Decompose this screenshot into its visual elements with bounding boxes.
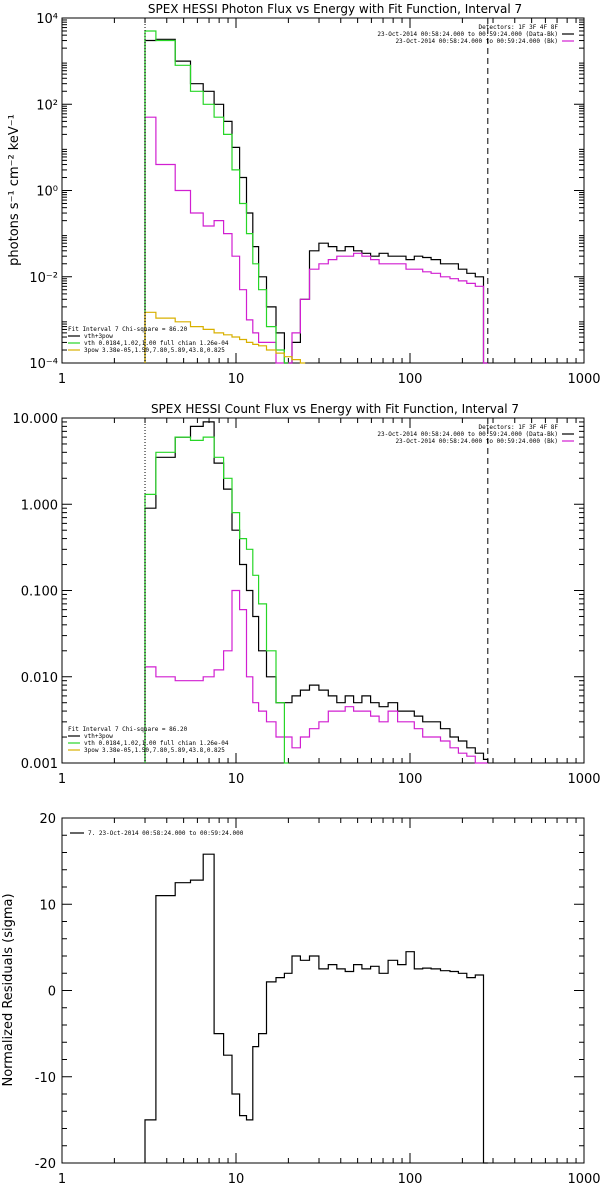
y-tick-label: 0.001 [21, 757, 58, 772]
legend-right-entry: Detectors: 1F 3F 4F 8F [479, 24, 559, 31]
legend-left-entry: 3pow 3.38e-05,1.50,7.80,5.89,43.8,0.825 [84, 347, 225, 354]
legend-right-entry: 23-Oct-2014 00:58:24.000 to 00:59:24.000… [377, 431, 558, 438]
y-tick-label: 20 [39, 812, 56, 827]
x-tick-label: 100 [398, 372, 423, 387]
y-tick-label: 0.100 [21, 585, 58, 600]
legend-right-entry: 23-Oct-2014 00:58:24.000 to 00:59:24.000… [377, 31, 558, 38]
x-tick-label: 1 [58, 372, 66, 387]
series-line-vth [144, 30, 289, 364]
x-tick-label: 1000 [567, 372, 600, 387]
panel1-title: SPEX HESSI Photon Flux vs Energy with Fi… [148, 2, 522, 16]
series-line-vth [144, 436, 289, 764]
y-tick-label: 10⁰ [36, 185, 58, 200]
legend-right-entry: Detectors: 1F 3F 4F 8F [479, 424, 559, 431]
x-tick-label: 1 [58, 1172, 66, 1187]
legend-left-entry: vth 0.0184,1.02,1.00 full chian 1.26e-04 [84, 340, 229, 347]
series-line-vth-3pow [144, 589, 488, 764]
series-line-3pow [144, 311, 306, 364]
series-line-data-bk [144, 421, 489, 763]
x-tick-label: 10 [228, 372, 245, 387]
legend-left-entry: vth+3pow [84, 733, 113, 740]
y-tick-label: 10⁴ [36, 12, 58, 27]
legend-left-entry: vth 0.0184,1.02,1.00 full chian 1.26e-04 [84, 740, 229, 747]
y-tick-label: -20 [35, 1157, 56, 1172]
series-line-data-bk [144, 38, 488, 364]
y-tick-label: 0.010 [21, 671, 58, 686]
x-tick-label: 100 [398, 772, 423, 787]
legend-left-entry: 3pow 3.38e-05,1.50,7.80,5.89,43.8,0.825 [84, 747, 225, 754]
y-tick-label: 10² [36, 98, 58, 113]
y-tick-label: 10⁻² [29, 271, 58, 286]
panel3-frame [61, 817, 585, 1164]
x-tick-label: 100 [398, 1172, 423, 1187]
x-tick-label: 10 [228, 772, 245, 787]
legend-right-entry: 23-Oct-2014 00:58:24.000 to 00:59:24.000… [395, 438, 558, 445]
panel3-ylabel: Normalized Residuals (sigma) [1, 893, 16, 1086]
series-line-7-23-oct-2014-00-58-24-000-to-00-59-24-000 [144, 853, 488, 1164]
y-tick-label: 10 [39, 898, 56, 913]
y-tick-label: 10⁻⁴ [29, 357, 58, 372]
legend-left-entry: Fit Interval 7 Chi-square = 86.20 [68, 326, 188, 333]
legend-right-entry: 23-Oct-2014 00:58:24.000 to 00:59:24.000… [395, 38, 558, 45]
y-tick-label: 1.000 [21, 498, 58, 513]
panel2-frame [61, 417, 585, 764]
y-tick-label: 10.000 [13, 412, 59, 427]
y-tick-label: 0 [48, 985, 56, 1000]
panel1-frame [61, 17, 585, 364]
series-line-vth-3pow [144, 116, 488, 364]
x-tick-label: 10 [228, 1172, 245, 1187]
legend-left-entry: vth+3pow [84, 333, 113, 340]
y-tick-label: -10 [35, 1071, 56, 1086]
x-tick-label: 1 [58, 772, 66, 787]
x-tick-label: 1000 [567, 772, 600, 787]
x-tick-label: 1000 [567, 1172, 600, 1187]
panel1-ylabel: photons s⁻¹ cm⁻² keV⁻¹ [7, 114, 22, 266]
legend-left-entry: Fit Interval 7 Chi-square = 86.20 [68, 726, 188, 733]
residual-legend-entry: 7. 23-Oct-2014 00:58:24.000 to 00:59:24.… [88, 830, 244, 837]
panel2-title: SPEX HESSI Count Flux vs Energy with Fit… [151, 402, 519, 416]
